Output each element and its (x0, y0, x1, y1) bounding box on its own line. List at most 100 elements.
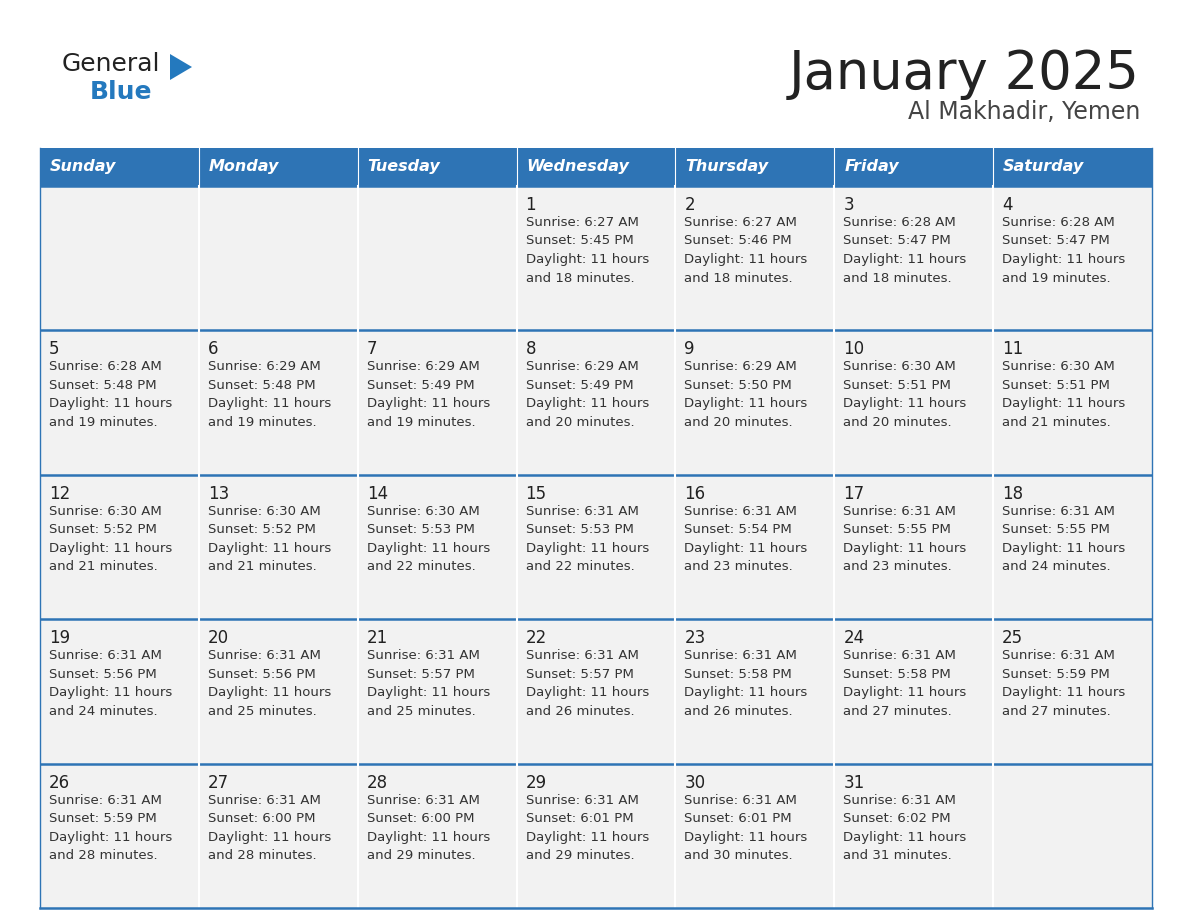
Text: and 25 minutes.: and 25 minutes. (367, 705, 475, 718)
Text: and 27 minutes.: and 27 minutes. (1003, 705, 1111, 718)
Text: Daylight: 11 hours: Daylight: 11 hours (49, 542, 172, 554)
Text: Sunrise: 6:31 AM: Sunrise: 6:31 AM (684, 505, 797, 518)
Bar (40, 186, 198, 330)
Bar (993, 764, 1152, 908)
Text: 16: 16 (684, 485, 706, 503)
Bar (834, 330, 993, 475)
Text: 28: 28 (367, 774, 387, 791)
Text: Sunrise: 6:31 AM: Sunrise: 6:31 AM (208, 793, 321, 807)
Text: Daylight: 11 hours: Daylight: 11 hours (525, 686, 649, 700)
Text: Sunrise: 6:31 AM: Sunrise: 6:31 AM (49, 649, 162, 662)
Bar (358, 475, 517, 620)
Text: Daylight: 11 hours: Daylight: 11 hours (684, 542, 808, 554)
Text: Sunrise: 6:29 AM: Sunrise: 6:29 AM (208, 361, 321, 374)
Text: Sunrise: 6:30 AM: Sunrise: 6:30 AM (367, 505, 480, 518)
Text: and 21 minutes.: and 21 minutes. (49, 560, 158, 574)
Text: Sunset: 5:59 PM: Sunset: 5:59 PM (1003, 667, 1110, 681)
Bar (993, 186, 1152, 330)
Text: Sunset: 5:48 PM: Sunset: 5:48 PM (49, 379, 157, 392)
Bar (993, 148, 1152, 186)
Text: Sunset: 5:49 PM: Sunset: 5:49 PM (367, 379, 474, 392)
Text: 18: 18 (1003, 485, 1023, 503)
Text: 11: 11 (1003, 341, 1023, 358)
Text: Sunset: 5:57 PM: Sunset: 5:57 PM (525, 667, 633, 681)
Text: and 22 minutes.: and 22 minutes. (525, 560, 634, 574)
Text: Daylight: 11 hours: Daylight: 11 hours (525, 542, 649, 554)
Bar (358, 620, 517, 764)
Text: Sunrise: 6:29 AM: Sunrise: 6:29 AM (684, 361, 797, 374)
Text: Sunset: 5:58 PM: Sunset: 5:58 PM (843, 667, 952, 681)
Text: Sunset: 6:00 PM: Sunset: 6:00 PM (208, 812, 315, 825)
Text: Daylight: 11 hours: Daylight: 11 hours (684, 253, 808, 266)
Text: Sunset: 6:00 PM: Sunset: 6:00 PM (367, 812, 474, 825)
Text: and 18 minutes.: and 18 minutes. (843, 272, 952, 285)
Text: Sunrise: 6:31 AM: Sunrise: 6:31 AM (367, 649, 480, 662)
Text: Sunset: 5:52 PM: Sunset: 5:52 PM (49, 523, 157, 536)
Text: 23: 23 (684, 629, 706, 647)
Text: and 24 minutes.: and 24 minutes. (49, 705, 158, 718)
Text: and 20 minutes.: and 20 minutes. (843, 416, 952, 429)
Text: Blue: Blue (90, 80, 152, 104)
Text: and 29 minutes.: and 29 minutes. (525, 849, 634, 862)
Text: and 21 minutes.: and 21 minutes. (208, 560, 317, 574)
Text: Daylight: 11 hours: Daylight: 11 hours (525, 397, 649, 410)
Text: Sunset: 5:57 PM: Sunset: 5:57 PM (367, 667, 474, 681)
Text: Sunrise: 6:30 AM: Sunrise: 6:30 AM (1003, 361, 1114, 374)
Text: Sunrise: 6:31 AM: Sunrise: 6:31 AM (49, 793, 162, 807)
Bar (993, 330, 1152, 475)
Bar (993, 475, 1152, 620)
Bar (834, 620, 993, 764)
Bar (358, 764, 517, 908)
Text: 26: 26 (49, 774, 70, 791)
Text: 13: 13 (208, 485, 229, 503)
Text: and 23 minutes.: and 23 minutes. (684, 560, 794, 574)
Text: Thursday: Thursday (685, 160, 769, 174)
Text: and 18 minutes.: and 18 minutes. (684, 272, 794, 285)
Text: Tuesday: Tuesday (368, 160, 441, 174)
Bar (358, 148, 517, 186)
Text: 4: 4 (1003, 196, 1012, 214)
Text: Sunset: 5:50 PM: Sunset: 5:50 PM (684, 379, 792, 392)
Text: 22: 22 (525, 629, 546, 647)
Text: Sunset: 5:59 PM: Sunset: 5:59 PM (49, 812, 157, 825)
Text: Sunset: 5:52 PM: Sunset: 5:52 PM (208, 523, 316, 536)
Text: Sunset: 5:56 PM: Sunset: 5:56 PM (208, 667, 316, 681)
Bar (676, 148, 834, 186)
Text: Monday: Monday (209, 160, 279, 174)
Text: 31: 31 (843, 774, 865, 791)
Text: and 20 minutes.: and 20 minutes. (525, 416, 634, 429)
Bar (676, 475, 834, 620)
Text: Daylight: 11 hours: Daylight: 11 hours (684, 831, 808, 844)
Text: Sunset: 5:58 PM: Sunset: 5:58 PM (684, 667, 792, 681)
Text: Sunrise: 6:29 AM: Sunrise: 6:29 AM (367, 361, 480, 374)
Text: 9: 9 (684, 341, 695, 358)
Text: Daylight: 11 hours: Daylight: 11 hours (684, 397, 808, 410)
Text: and 19 minutes.: and 19 minutes. (208, 416, 316, 429)
Text: Daylight: 11 hours: Daylight: 11 hours (1003, 397, 1125, 410)
Bar (40, 764, 198, 908)
Text: Sunrise: 6:28 AM: Sunrise: 6:28 AM (49, 361, 162, 374)
Bar (40, 330, 198, 475)
Text: 5: 5 (49, 341, 59, 358)
Text: and 30 minutes.: and 30 minutes. (684, 849, 794, 862)
Text: Daylight: 11 hours: Daylight: 11 hours (208, 831, 331, 844)
Text: Sunrise: 6:30 AM: Sunrise: 6:30 AM (49, 505, 162, 518)
Text: Wednesday: Wednesday (526, 160, 630, 174)
Text: 14: 14 (367, 485, 387, 503)
Text: 20: 20 (208, 629, 229, 647)
Text: and 26 minutes.: and 26 minutes. (684, 705, 794, 718)
Text: and 19 minutes.: and 19 minutes. (367, 416, 475, 429)
Text: and 19 minutes.: and 19 minutes. (1003, 272, 1111, 285)
Text: and 23 minutes.: and 23 minutes. (843, 560, 952, 574)
Text: Sunset: 5:47 PM: Sunset: 5:47 PM (843, 234, 952, 248)
Text: Sunrise: 6:31 AM: Sunrise: 6:31 AM (1003, 649, 1116, 662)
Text: Sunset: 5:45 PM: Sunset: 5:45 PM (525, 234, 633, 248)
Text: and 28 minutes.: and 28 minutes. (208, 849, 316, 862)
Text: Daylight: 11 hours: Daylight: 11 hours (208, 397, 331, 410)
Text: Daylight: 11 hours: Daylight: 11 hours (208, 686, 331, 700)
Text: Sunset: 5:46 PM: Sunset: 5:46 PM (684, 234, 792, 248)
Text: Al Makhadir, Yemen: Al Makhadir, Yemen (908, 100, 1140, 124)
Text: Sunrise: 6:31 AM: Sunrise: 6:31 AM (684, 649, 797, 662)
Text: Daylight: 11 hours: Daylight: 11 hours (367, 686, 489, 700)
Text: Sunrise: 6:29 AM: Sunrise: 6:29 AM (525, 361, 638, 374)
